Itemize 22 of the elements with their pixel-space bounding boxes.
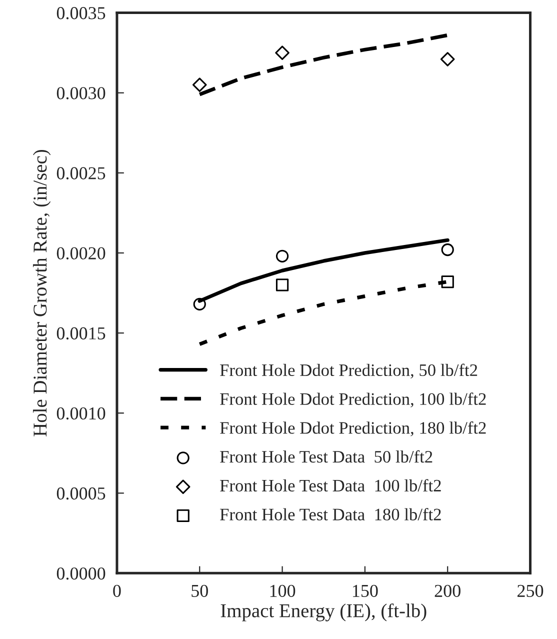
x-tick-label: 100 xyxy=(270,584,296,597)
x-tick-label: 250 xyxy=(518,584,544,597)
x-tick-label: 200 xyxy=(434,584,460,597)
y-tick-label: 0.0020 xyxy=(56,247,106,260)
y-tick-label: 0.0005 xyxy=(56,487,106,500)
y-tick-label: 0.0035 xyxy=(56,7,106,20)
legend-label: Front Hole Test Data 180 lb/ft2 xyxy=(220,508,441,520)
legend-label: Front Hole Ddot Prediction, 50 lb/ft2 xyxy=(220,364,478,379)
y-tick-label: 0.0030 xyxy=(56,87,106,100)
y-tick-label: 0.0010 xyxy=(56,407,106,420)
legend-label: Front Hole Test Data 50 lb/ft2 xyxy=(220,450,432,463)
x-tick-label: 150 xyxy=(352,584,378,597)
y-tick-label: 0.0025 xyxy=(56,167,106,180)
legend-label: Front Hole Ddot Prediction, 100 lb/ft2 xyxy=(220,392,486,408)
x-tick-label: 0 xyxy=(113,584,121,597)
y-tick-label: 0.0015 xyxy=(56,327,106,340)
x-tick-label: 50 xyxy=(192,584,208,597)
legend-label: Front Hole Test Data 100 lb/ft2 xyxy=(220,479,441,492)
y-tick-label: 0.0000 xyxy=(56,567,106,580)
x-axis-title: Impact Energy (IE), (ft-lb) xyxy=(220,603,426,622)
y-axis-title: Hole Diameter Growth Rate, (in/sec) xyxy=(33,150,51,436)
legend-label: Front Hole Ddot Prediction, 180 lb/ft2 xyxy=(220,421,486,436)
